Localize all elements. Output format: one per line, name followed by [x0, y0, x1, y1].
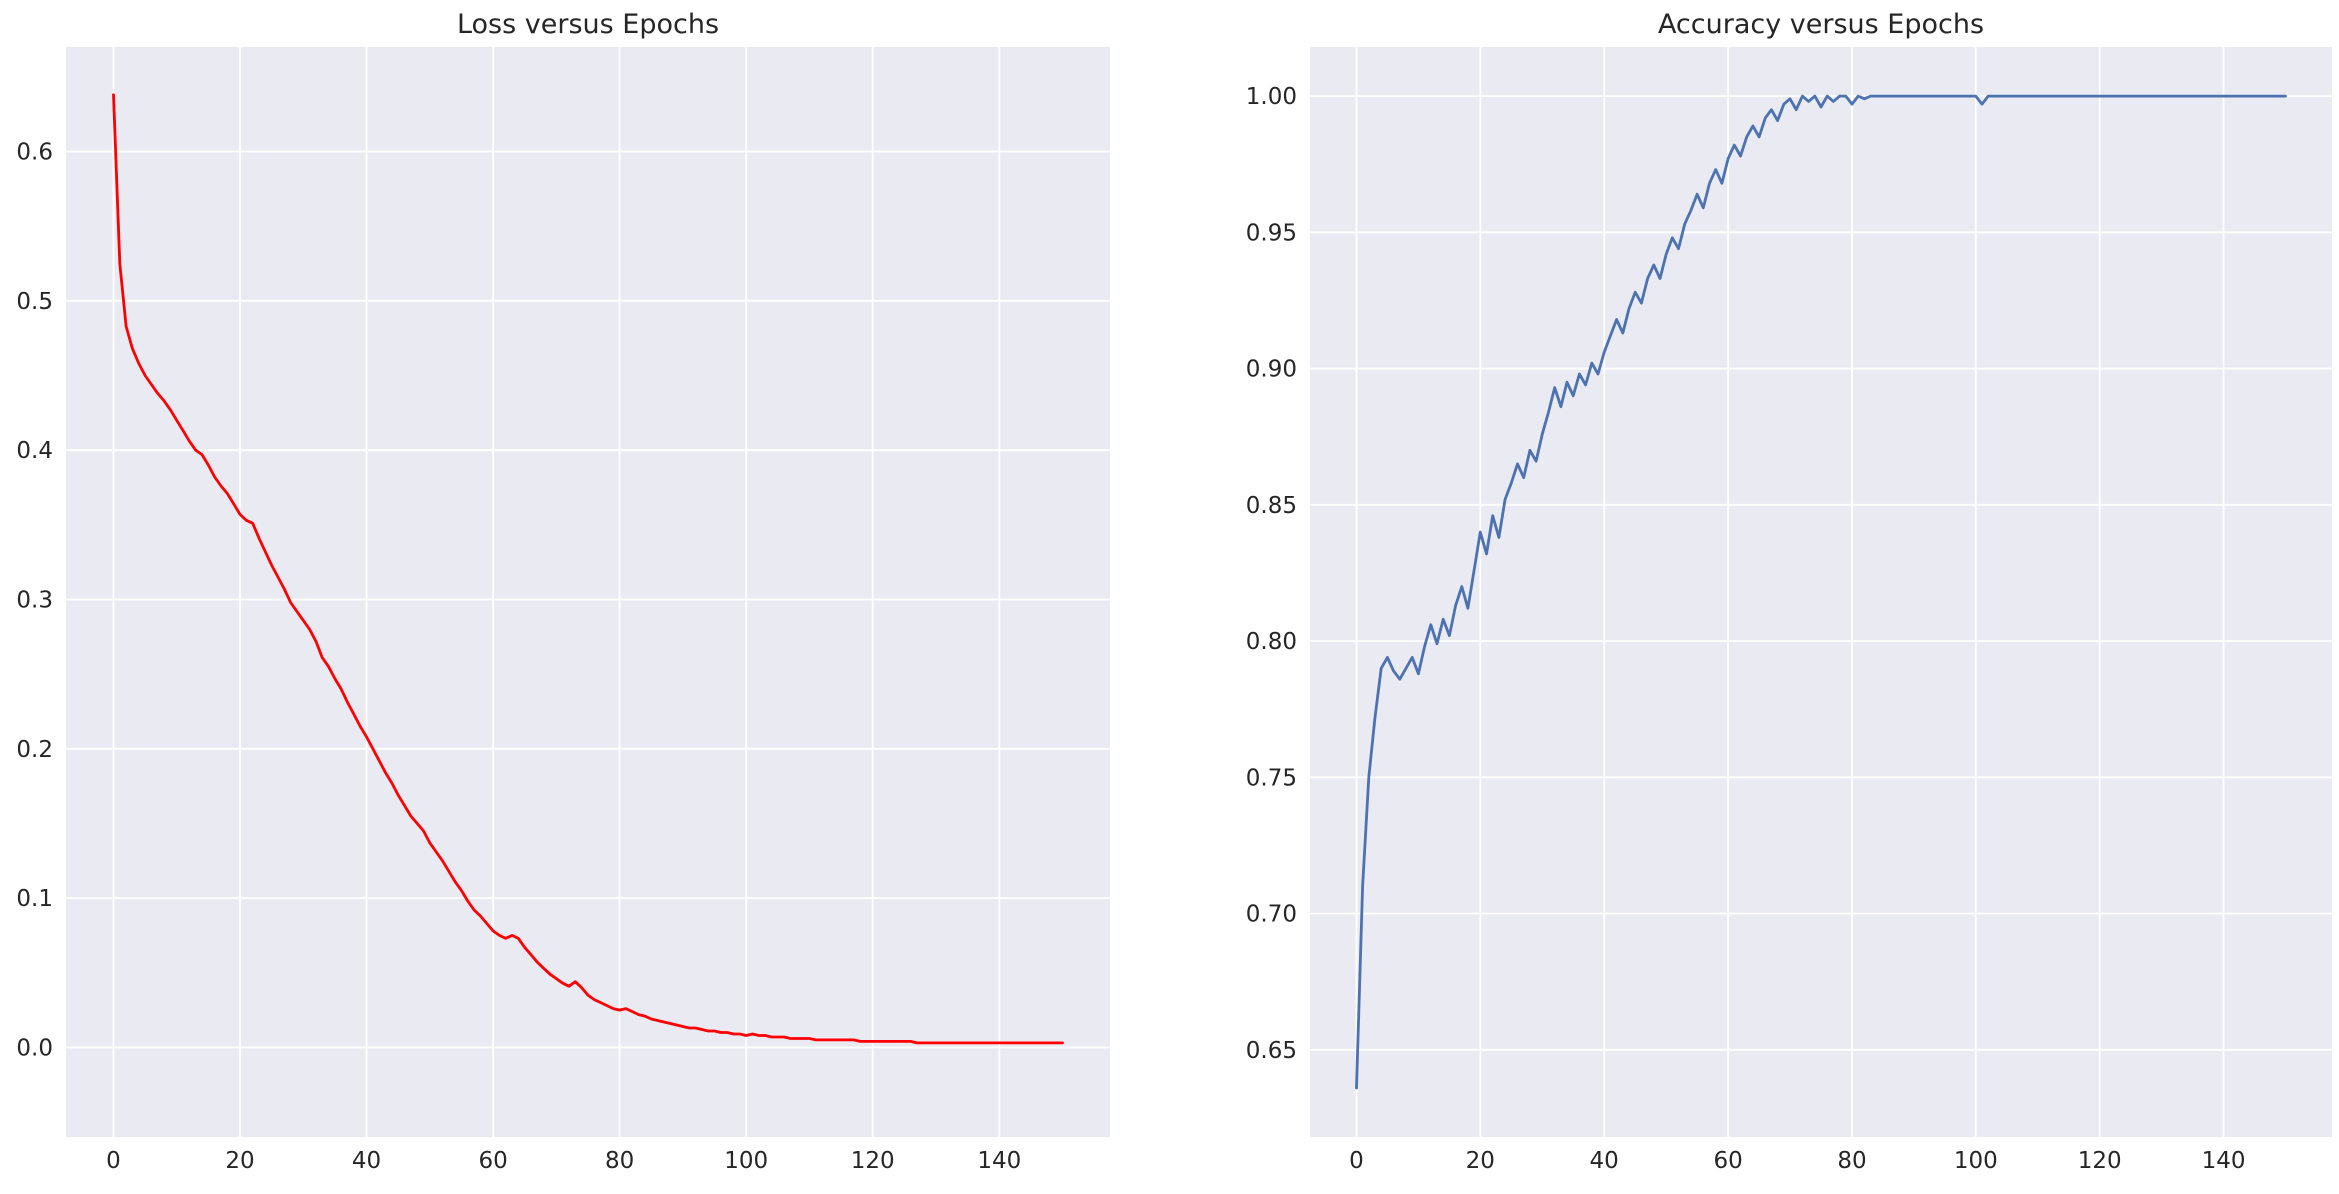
accuracy-chart-panel: 0 20 40 60 80 100 120 140 0.65 0.70 0.75 0.80 0.85 0.… — [1169, 0, 2339, 1194]
loss-chart-panel: 0 20 40 60 80 100 120 140 0.0 0.1 0.2 0.3 0.4 0.5 0.6 … — [0, 0, 1169, 1194]
plot-background — [66, 47, 1110, 1137]
y-tick-labels: 0.0 0.1 0.2 0.3 0.4 0.5 0.6 — [16, 140, 53, 1062]
svg-text:0.2: 0.2 — [16, 737, 53, 763]
y-tick-labels: 0.65 0.70 0.75 0.80 0.85 0.90 0.95 1.00 — [1246, 84, 1297, 1064]
svg-text:120: 120 — [2078, 1148, 2122, 1174]
svg-text:0.95: 0.95 — [1246, 220, 1297, 246]
svg-text:0: 0 — [1349, 1148, 1364, 1174]
svg-text:60: 60 — [478, 1148, 507, 1174]
svg-text:0.90: 0.90 — [1246, 357, 1297, 383]
svg-text:40: 40 — [352, 1148, 381, 1174]
svg-text:0.6: 0.6 — [16, 140, 53, 166]
svg-text:0.85: 0.85 — [1246, 493, 1297, 519]
x-tick-labels: 0 20 40 60 80 100 120 140 — [106, 1148, 1021, 1174]
loss-line — [112, 93, 1064, 1045]
svg-text:0.80: 0.80 — [1246, 629, 1297, 655]
svg-text:20: 20 — [1466, 1148, 1495, 1174]
svg-text:60: 60 — [1713, 1148, 1742, 1174]
svg-text:0.0: 0.0 — [16, 1035, 53, 1061]
accuracy-plot-area: 0 20 40 60 80 100 120 1400.650.700.750.800.850.… — [1246, 47, 2332, 1174]
svg-text:0.75: 0.75 — [1246, 765, 1297, 791]
svg-text:0.65: 0.65 — [1246, 1038, 1297, 1064]
svg-text:100: 100 — [724, 1148, 768, 1174]
svg-text:80: 80 — [605, 1148, 634, 1174]
svg-text:120: 120 — [851, 1148, 895, 1174]
y-gridlines — [66, 150, 1110, 1049]
svg-text:80: 80 — [1837, 1148, 1866, 1174]
loss-chart-title: Loss versus Epochs — [457, 9, 719, 40]
svg-text:20: 20 — [225, 1148, 254, 1174]
x-tick-labels: 0 20 40 60 80 100 120 140 — [1349, 1148, 2245, 1174]
svg-text:0.3: 0.3 — [16, 588, 53, 614]
x-gridlines — [1355, 47, 2225, 1137]
accuracy-chart-title: Accuracy versus Epochs — [1658, 9, 1984, 40]
svg-text:0.1: 0.1 — [16, 886, 53, 912]
accuracy-chart: 0 20 40 60 80 100 120 1400.650.700.750.800.850.… — [1246, 9, 2332, 1174]
svg-text:40: 40 — [1590, 1148, 1619, 1174]
x-gridlines — [112, 47, 1001, 1137]
svg-text:1.00: 1.00 — [1246, 84, 1297, 110]
svg-text:140: 140 — [977, 1148, 1021, 1174]
accuracy-line — [1355, 94, 2287, 1090]
svg-text:0.4: 0.4 — [16, 438, 53, 464]
svg-text:100: 100 — [1954, 1148, 1998, 1174]
svg-text:0.5: 0.5 — [16, 289, 53, 315]
loss-chart: 0 20 40 60 80 100 120 1400.00.10.20.30.40.50.6 … — [16, 9, 1110, 1174]
loss-plot-area: 0 20 40 60 80 100 120 140 0.0 0.1 0.2 0.3 0.4 0.5 0.6 — [16, 47, 1110, 1174]
svg-text:140: 140 — [2202, 1148, 2246, 1174]
svg-text:0: 0 — [106, 1148, 121, 1174]
svg-text:0.70: 0.70 — [1246, 902, 1297, 928]
